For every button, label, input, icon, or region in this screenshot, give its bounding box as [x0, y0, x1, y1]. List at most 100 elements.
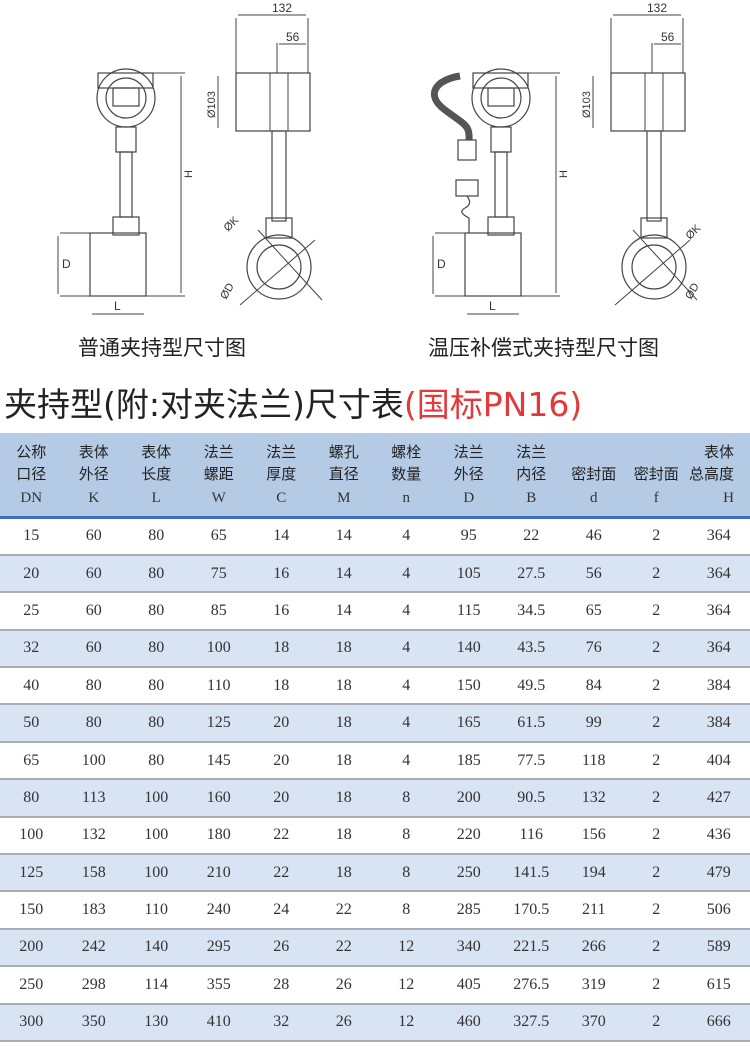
table-cell: 18 [312, 629, 375, 669]
table-cell: 220 [437, 816, 500, 856]
table-row: 100 132 100 180 22 18 8 220 116 156 2 436 [0, 816, 750, 856]
table-cell: 27.5 [500, 554, 563, 594]
dim-width-label: 132 [272, 1, 292, 15]
header-symbol: n [402, 490, 411, 506]
table-cell: 506 [687, 891, 750, 930]
table-cell: 22 [250, 854, 313, 893]
header-cn-2: 外径 [78, 465, 109, 483]
table-cell: 60 [62, 517, 125, 556]
table-cell: 276.5 [500, 966, 563, 1005]
table-cell: 460 [437, 1003, 500, 1042]
table-cell: 2 [625, 816, 688, 856]
header-cn-1: 表体 [78, 443, 109, 461]
column-header-K: 表体外径 K [62, 433, 125, 518]
title-main: 夹持型(附:对夹法兰)尺寸表 [4, 385, 404, 424]
table-cell: 26 [312, 1003, 375, 1042]
drawing-caption-standard: 普通夹持型尺寸图 [78, 336, 246, 360]
table-cell: 80 [125, 517, 188, 556]
table-cell: 4 [375, 554, 438, 594]
header-symbol: DN [20, 490, 43, 506]
table-cell: 22 [500, 517, 563, 556]
table-cell: 16 [250, 554, 313, 594]
table-row: 200 242 140 295 26 22 12 340 221.5 266 2 589 [0, 928, 750, 968]
table-cell: 95 [437, 517, 500, 556]
header-symbol: B [526, 490, 537, 506]
table-cell: 22 [250, 816, 313, 856]
table-cell: 80 [125, 592, 188, 631]
table-cell: 34.5 [500, 592, 563, 631]
table-cell: 350 [62, 1003, 125, 1042]
table-cell: 65 [562, 592, 625, 631]
header-cn-2: 总高度 [688, 465, 734, 483]
dim-offset-label: 56 [286, 30, 300, 44]
header-symbol: L [151, 490, 161, 506]
table-cell: 405 [437, 966, 500, 1005]
table-cell: 22 [312, 891, 375, 930]
table-cell: 115 [437, 592, 500, 631]
dim-d-label: ØD [683, 281, 702, 301]
table-cell: 150 [0, 891, 63, 930]
table-row: 20 60 80 75 16 14 4 105 27.5 56 2 364 [0, 554, 750, 594]
table-cell: 436 [687, 816, 750, 856]
table-cell: 60 [62, 629, 125, 669]
table-cell: 300 [0, 1003, 63, 1042]
table-cell: 165 [437, 704, 500, 743]
table-cell: 145 [187, 741, 250, 781]
table-cell: 32 [250, 1003, 313, 1042]
table-cell: 18 [250, 667, 313, 706]
table-cell: 100 [0, 816, 63, 856]
side-view [217, 14, 323, 306]
table-cell: 160 [187, 779, 250, 818]
header-symbol: W [211, 490, 226, 506]
header-cn-2: 长度 [141, 465, 172, 483]
table-cell: 46 [562, 517, 625, 556]
table-cell: 15 [0, 517, 63, 556]
header-cn-2: 螺距 [203, 465, 234, 483]
table-cell: 16 [250, 592, 313, 631]
table-cell: 4 [375, 517, 438, 556]
side-view [592, 14, 698, 306]
table-cell: 110 [125, 891, 188, 930]
table-cell: 295 [187, 928, 250, 968]
header-cn-1: 法兰 [516, 443, 547, 461]
table-row: 80 113 100 160 20 18 8 200 90.5 132 2 427 [0, 779, 750, 818]
table-cell: 355 [187, 966, 250, 1005]
table-row: 250 298 114 355 28 26 12 405 276.5 319 2 615 [0, 966, 750, 1005]
table-cell: 2 [625, 779, 688, 818]
header-cn-2: 密封面 [571, 465, 617, 483]
table-row: 40 80 80 110 18 18 4 150 49.5 84 2 384 [0, 667, 750, 706]
table-cell: 20 [250, 741, 313, 781]
header-symbol: d [590, 490, 598, 506]
table-cell: 2 [625, 741, 688, 781]
column-header-DN: 公称 口径 DN [0, 433, 63, 518]
front-view [57, 68, 185, 315]
table-cell: 384 [687, 704, 750, 743]
header-cn-1: 法兰 [453, 443, 484, 461]
dim-height-label: H [183, 170, 195, 178]
table-cell: 8 [375, 891, 438, 930]
table-cell: 285 [437, 891, 500, 930]
table-cell: 479 [687, 854, 750, 893]
table-cell: 49.5 [500, 667, 563, 706]
table-cell: 100 [187, 629, 250, 669]
table-cell: 140 [125, 928, 188, 968]
table-cell: 80 [62, 704, 125, 743]
header-symbol: K [88, 490, 100, 506]
column-header-f: 密封面 f [625, 433, 688, 518]
table-cell: 410 [187, 1003, 250, 1042]
table-cell: 100 [125, 816, 188, 856]
dim-offset-label: 56 [661, 30, 675, 44]
table-cell: 12 [375, 928, 438, 968]
header-cn-1: 表体 [703, 443, 734, 461]
table-cell: 8 [375, 816, 438, 856]
table-cell: 20 [0, 554, 63, 594]
table-cell: 2 [625, 517, 688, 556]
table-row: 300 350 130 410 32 26 12 460 327.5 370 2 666 [0, 1003, 750, 1042]
table-cell: 84 [562, 667, 625, 706]
dim-height-label: H [558, 170, 570, 178]
header-cn-2: 直径 [328, 465, 359, 483]
table-cell: 43.5 [500, 629, 563, 669]
table-cell: 140 [437, 629, 500, 669]
table-cell: 12 [375, 1003, 438, 1042]
column-header-D: 法兰 外径 D [437, 433, 500, 518]
